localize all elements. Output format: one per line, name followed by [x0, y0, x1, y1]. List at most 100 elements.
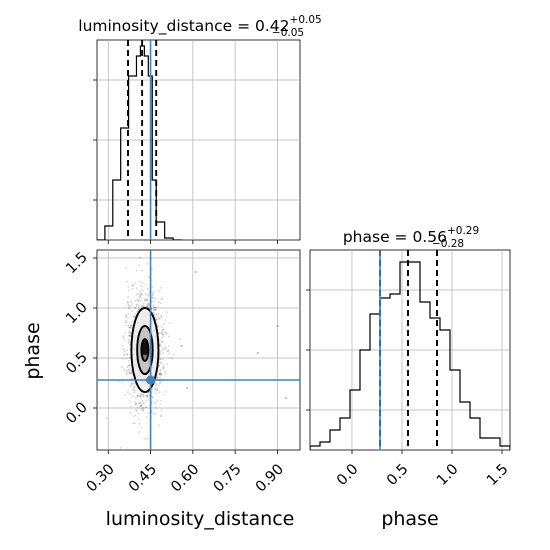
sample-point — [155, 318, 158, 321]
sample-point — [133, 386, 136, 388]
sample-point — [152, 309, 155, 312]
marginal-phase-panel: 0.0 0.5 1.0 1.5 phase = 0.56+0.29 −0.28 phas… — [306, 225, 512, 530]
sample-point — [179, 338, 181, 341]
sample-point — [148, 303, 150, 305]
sample-point — [145, 395, 148, 397]
sample-point — [154, 297, 157, 300]
sample-point — [140, 405, 143, 407]
panel-title-phase: phase = 0.56+0.29 −0.28 — [343, 225, 479, 250]
sample-point — [128, 364, 131, 367]
sample-point — [127, 369, 129, 372]
sample-point — [162, 328, 164, 331]
sample-point — [152, 412, 155, 415]
sample-point — [135, 293, 138, 296]
sample-point — [158, 373, 161, 376]
sample-point — [137, 395, 139, 398]
sample-point — [128, 326, 131, 329]
sample-point — [123, 338, 126, 341]
sample-point — [128, 334, 131, 337]
sample-point — [129, 343, 131, 345]
sample-point — [155, 384, 158, 387]
sample-point — [134, 401, 136, 403]
sample-point — [158, 391, 161, 393]
sample-point — [163, 366, 165, 369]
sample-point — [160, 316, 163, 318]
sample-point — [159, 376, 161, 379]
sample-point — [132, 422, 135, 425]
sample-point — [140, 299, 142, 302]
sample-point — [138, 296, 141, 299]
density-contour — [130, 307, 160, 393]
sample-point — [129, 340, 131, 343]
sample-point — [128, 330, 131, 332]
sample-point — [141, 281, 144, 284]
sample-point — [160, 361, 163, 364]
sample-point — [143, 401, 146, 404]
sample-point — [127, 341, 130, 344]
sample-point — [158, 290, 160, 292]
sample-point — [155, 382, 158, 385]
sample-point — [151, 396, 154, 399]
sample-point — [134, 403, 137, 405]
x-tick-label-0-5: 0.5 — [384, 461, 412, 489]
sample-point — [162, 352, 164, 354]
sample-point — [130, 327, 132, 329]
y-tick-label-0-5: 0.5 — [63, 350, 91, 378]
sample-point — [153, 306, 155, 309]
sample-point — [162, 367, 165, 369]
sample-point — [137, 418, 140, 420]
sample-point — [145, 395, 148, 397]
sample-point — [105, 417, 108, 419]
sample-point — [158, 372, 161, 374]
x-tick-label-1-5: 1.5 — [484, 461, 512, 489]
sample-point — [135, 408, 138, 411]
sample-point — [128, 334, 131, 337]
sample-point — [139, 280, 141, 283]
sample-point — [147, 293, 149, 296]
sample-point — [140, 392, 143, 395]
sample-point — [152, 306, 155, 308]
sample-point — [123, 348, 126, 351]
sample-point — [153, 291, 156, 293]
sample-point — [139, 395, 142, 398]
sample-point — [156, 389, 158, 391]
y-tick-label-0-0: 0.0 — [63, 400, 91, 428]
sample-point — [137, 304, 140, 306]
sample-point — [127, 289, 130, 292]
density-contours — [130, 307, 160, 393]
sample-point — [117, 380, 120, 383]
sample-point — [154, 413, 156, 416]
sample-point — [127, 301, 129, 304]
sample-point — [159, 361, 161, 364]
sample-point — [159, 353, 162, 356]
sample-point — [135, 305, 138, 307]
sample-point — [130, 300, 132, 303]
sample-point — [134, 307, 137, 310]
sample-point — [137, 308, 140, 311]
sample-point — [138, 294, 141, 297]
sample-point — [128, 331, 131, 334]
sample-point — [154, 387, 157, 390]
sample-point — [127, 301, 129, 304]
sample-point — [163, 347, 166, 350]
sample-point — [136, 395, 139, 397]
sample-point — [144, 298, 147, 301]
sample-point — [172, 354, 175, 356]
sample-point — [133, 422, 136, 425]
sample-point — [159, 332, 162, 335]
sample-point — [157, 324, 160, 327]
sample-point — [126, 321, 128, 324]
tick-marks — [93, 79, 278, 244]
x-tick-label-1-0: 1.0 — [434, 461, 462, 489]
sample-point — [131, 284, 134, 287]
sample-point — [155, 318, 158, 321]
sample-point — [147, 302, 150, 305]
sample-point — [153, 312, 156, 314]
sample-point — [158, 424, 160, 427]
sample-point — [127, 296, 129, 298]
sample-point — [142, 463, 144, 465]
sample-point — [160, 325, 163, 328]
sample-point — [145, 298, 147, 301]
sample-point — [126, 353, 129, 356]
sample-point — [130, 383, 133, 385]
